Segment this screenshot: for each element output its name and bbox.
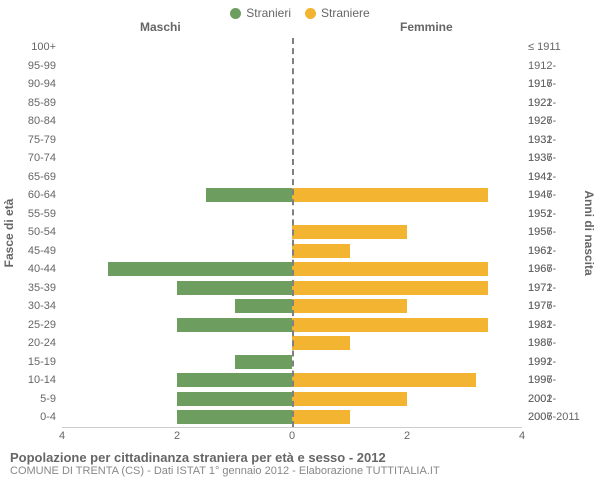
chart-root: Stranieri Straniere Maschi Femmine Fasce… [0,0,600,500]
x-tick: 2 [174,430,180,442]
age-tick: 65-69 [18,168,62,187]
birth-tick: 1927-1931 [522,112,580,131]
x-tick: 2 [404,430,410,442]
birth-tick: 1997-2001 [522,371,580,390]
plot-area [62,38,522,428]
birth-tick: 1982-1986 [522,316,580,335]
birth-tick: 1957-1961 [522,223,580,242]
age-tick: 25-29 [18,316,62,335]
age-tick: 10-14 [18,371,62,390]
bar-female [292,281,488,295]
bar-female [292,336,350,350]
center-divider [292,38,294,427]
legend-swatch-straniere [305,8,316,19]
birth-tick: 1912-1916 [522,57,580,76]
legend-label-straniere: Straniere [321,6,370,20]
birth-tick: ≤ 1911 [522,38,580,57]
footer-title: Popolazione per cittadinanza straniera p… [10,450,590,465]
bar-female [292,299,407,313]
bar-male [177,392,292,406]
x-tick: 0 [289,430,295,442]
age-tick: 80-84 [18,112,62,131]
age-tick: 45-49 [18,242,62,261]
age-tick: 85-89 [18,94,62,113]
birth-tick: 1977-1981 [522,297,580,316]
legend-item-stranieri: Stranieri [230,6,291,20]
birth-tick: 1972-1976 [522,279,580,298]
birth-tick: 2002-2006 [522,390,580,409]
age-tick-column: 100+95-9990-9485-8980-8475-7970-7465-696… [18,38,62,428]
x-axis-scale: 4 2 0 2 4 [62,428,522,446]
bar-male [206,188,292,202]
age-tick: 40-44 [18,260,62,279]
legend-label-stranieri: Stranieri [246,6,291,20]
birth-tick: 1917-1921 [522,75,580,94]
bar-female [292,392,407,406]
birth-tick: 1942-1946 [522,168,580,187]
bar-female [292,410,350,424]
birth-tick: 1967-1971 [522,260,580,279]
bar-male [108,262,292,276]
age-tick: 5-9 [18,390,62,409]
x-tick: 4 [59,430,65,442]
bar-male [177,318,292,332]
birth-tick-column: ≤ 19111912-19161917-19211922-19261927-19… [522,38,580,428]
birth-tick: 1952-1956 [522,205,580,224]
y-axis-left-label: Fasce di età [2,198,16,267]
legend-item-straniere: Straniere [305,6,370,20]
y-axis-right: Anni di nascita [580,38,598,428]
birth-tick: 1937-1941 [522,149,580,168]
legend-swatch-stranieri [230,8,241,19]
birth-tick: 1947-1951 [522,186,580,205]
age-tick: 35-39 [18,279,62,298]
header-maschi: Maschi [140,20,181,34]
header-femmine: Femmine [400,20,453,34]
chart-body: Fasce di età 100+95-9990-9485-8980-8475-… [0,38,600,428]
bar-male [177,410,292,424]
age-tick: 50-54 [18,223,62,242]
bar-male [235,355,293,369]
bar-female [292,188,488,202]
x-tick: 4 [519,430,525,442]
age-tick: 20-24 [18,334,62,353]
age-tick: 15-19 [18,353,62,372]
age-tick: 70-74 [18,149,62,168]
bar-female [292,225,407,239]
column-headers: Maschi Femmine [0,20,600,38]
bar-male [235,299,293,313]
bar-female [292,318,488,332]
bar-female [292,373,476,387]
bar-female [292,244,350,258]
birth-tick: 2007-2011 [522,408,580,427]
legend: Stranieri Straniere [0,0,600,20]
bar-female [292,262,488,276]
age-tick: 55-59 [18,205,62,224]
bar-male [177,373,292,387]
age-tick: 60-64 [18,186,62,205]
bar-male [177,281,292,295]
age-tick: 30-34 [18,297,62,316]
birth-tick: 1987-1991 [522,334,580,353]
age-tick: 95-99 [18,57,62,76]
birth-tick: 1932-1936 [522,131,580,150]
birth-tick: 1922-1926 [522,94,580,113]
chart-footer: Popolazione per cittadinanza straniera p… [10,450,590,477]
y-axis-right-label: Anni di nascita [582,190,596,275]
y-axis-left: Fasce di età [0,38,18,428]
age-tick: 0-4 [18,408,62,427]
age-tick: 100+ [18,38,62,57]
age-tick: 75-79 [18,131,62,150]
birth-tick: 1992-1996 [522,353,580,372]
age-tick: 90-94 [18,75,62,94]
footer-subtitle: COMUNE DI TRENTA (CS) - Dati ISTAT 1° ge… [10,465,590,477]
birth-tick: 1962-1966 [522,242,580,261]
